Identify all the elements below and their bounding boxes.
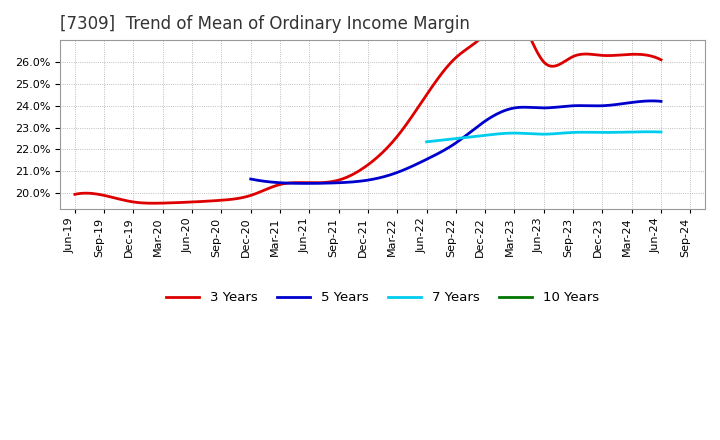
3 Years: [389, 139, 397, 144]
3 Years: [554, 62, 562, 68]
5 Years: [442, 146, 451, 151]
7 Years: [652, 129, 660, 135]
Text: [7309]  Trend of Mean of Ordinary Income Margin: [7309] Trend of Mean of Ordinary Income …: [60, 15, 470, 33]
5 Years: [648, 98, 657, 103]
3 Years: [645, 53, 654, 58]
7 Years: [657, 129, 665, 135]
3 Years: [420, 95, 429, 100]
7 Years: [644, 129, 652, 134]
7 Years: [562, 130, 570, 136]
3 Years: [149, 201, 158, 206]
Line: 5 Years: 5 Years: [251, 101, 661, 183]
3 Years: [657, 57, 665, 62]
5 Years: [583, 103, 592, 108]
7 Years: [534, 132, 542, 137]
5 Years: [492, 112, 500, 117]
Line: 7 Years: 7 Years: [426, 132, 661, 142]
7 Years: [549, 131, 558, 136]
5 Years: [301, 181, 310, 186]
5 Years: [649, 98, 657, 103]
3 Years: [505, 7, 514, 13]
5 Years: [246, 176, 255, 182]
5 Years: [657, 99, 665, 104]
5 Years: [444, 145, 453, 150]
5 Years: [469, 127, 478, 132]
7 Years: [535, 132, 544, 137]
3 Years: [350, 171, 359, 176]
7 Years: [614, 130, 623, 135]
Legend: 3 Years, 5 Years, 7 Years, 10 Years: 3 Years, 5 Years, 7 Years, 10 Years: [161, 286, 604, 309]
7 Years: [422, 139, 431, 144]
3 Years: [71, 192, 79, 197]
Line: 3 Years: 3 Years: [75, 10, 661, 203]
3 Years: [354, 169, 362, 174]
